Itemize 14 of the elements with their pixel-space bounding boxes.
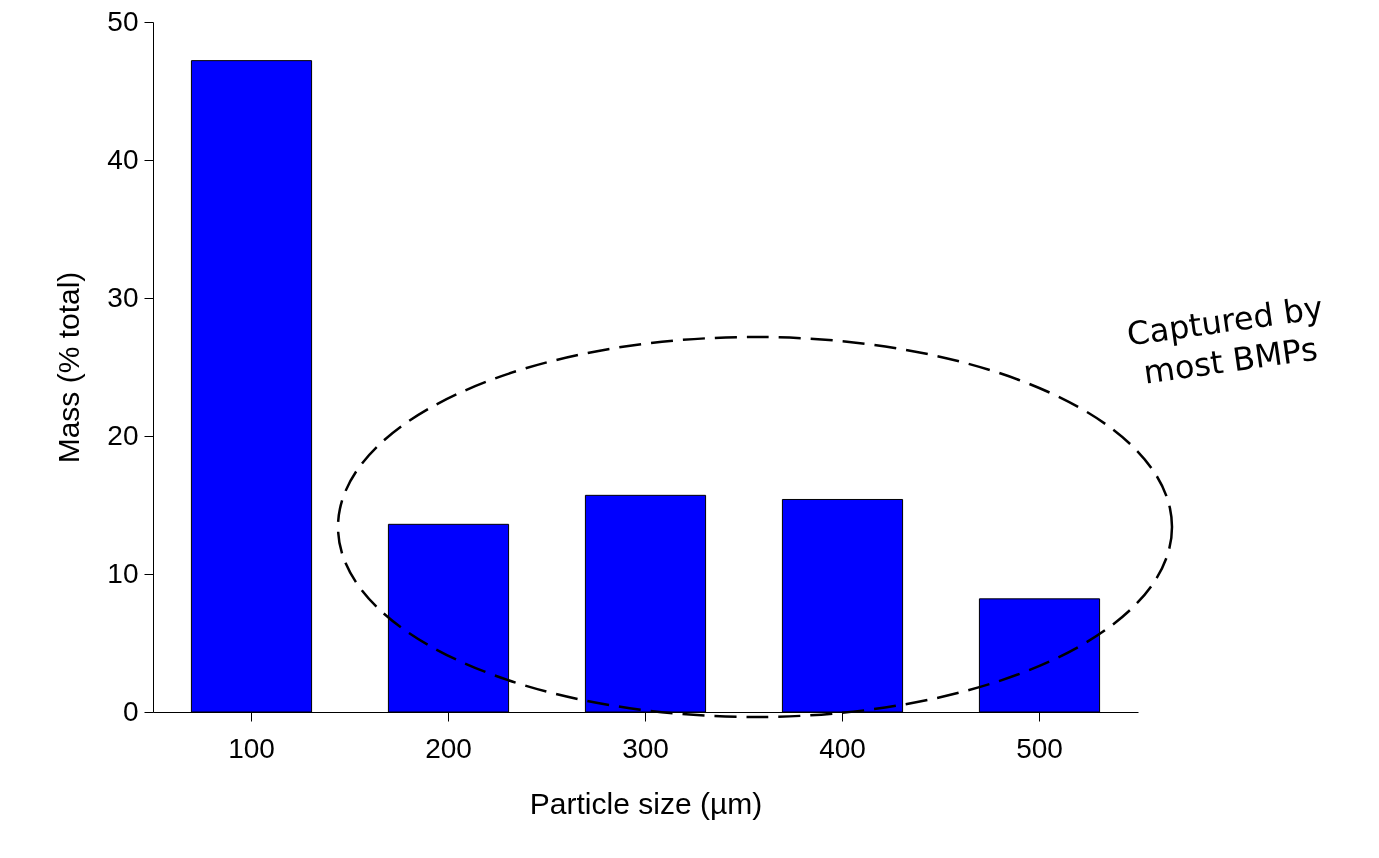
y-tick-label: 50 [107,5,139,37]
x-tick-label: 500 [1016,732,1063,764]
y-tick-label: 10 [107,557,139,589]
x-tick-label: 200 [425,732,472,764]
y-axis-title: Mass (% total) [52,271,86,464]
x-tick-label: 100 [228,732,275,764]
annotation: Captured by most BMPs [1124,288,1326,392]
y-tick-label: 0 [122,695,139,727]
x-tick-label: 400 [819,732,866,764]
x-tick-label: 300 [622,732,669,764]
y-tick-label: 40 [107,143,139,175]
y-tick-label: 20 [107,419,139,451]
x-axis-title: Particle size (µm) [529,786,763,820]
y-tick-label: 30 [107,281,139,313]
